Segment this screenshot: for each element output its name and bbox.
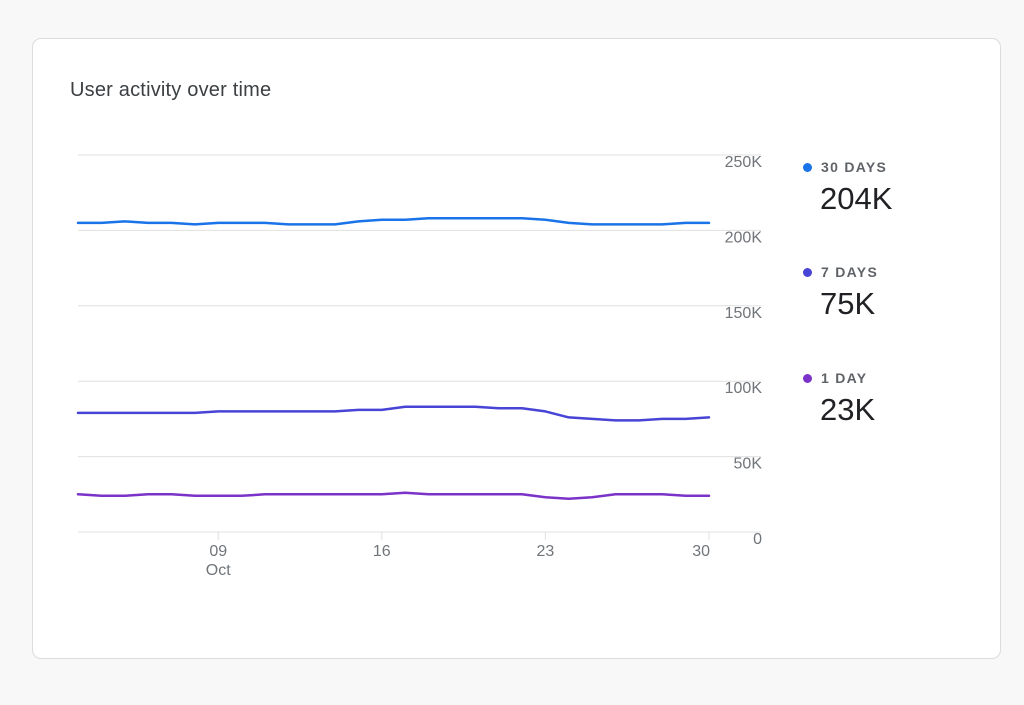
legend-7-days[interactable]: 7 DAYS 75K <box>803 264 878 322</box>
y-tick-label: 200K <box>725 229 763 246</box>
legend-dot-30-days <box>803 162 812 172</box>
series-line-1-day <box>76 491 711 501</box>
series-line-30-days <box>76 217 711 226</box>
x-tick-sublabel: Oct <box>206 562 231 579</box>
legend-dot-1-day <box>803 373 812 383</box>
legend-value-1-day: 23K <box>820 392 876 427</box>
y-tick-label: 100K <box>725 380 763 397</box>
x-tick-label: 16 <box>373 543 391 560</box>
x-axis-ticks: 09 Oct 16 23 30 <box>206 532 710 579</box>
legend-label-7-days: 7 DAYS <box>821 264 879 280</box>
series-lines <box>76 217 711 501</box>
y-tick-label: 150K <box>725 305 763 322</box>
legend-value-30-days: 204K <box>820 181 893 216</box>
x-tick-label: 09 <box>209 543 227 560</box>
card-title: User activity over time <box>70 79 272 101</box>
series-line-7-days <box>76 405 711 422</box>
legend-dot-7-days <box>803 267 812 277</box>
legend-label-1-day: 1 DAY <box>821 370 868 386</box>
legend-value-7-days: 75K <box>820 286 876 321</box>
x-tick-label: 30 <box>692 543 710 560</box>
user-activity-card: User activity over time 0 50K 100K 150K 200K… <box>32 38 1001 659</box>
line-chart: 0 50K 100K 150K 200K 250K 09 Oct 16 23 30 <box>76 154 763 579</box>
legend-1-day[interactable]: 1 DAY 23K <box>803 370 875 428</box>
legend-30-days[interactable]: 30 DAYS 204K <box>803 159 892 217</box>
y-tick-label: 0 <box>753 531 762 548</box>
x-tick-label: 23 <box>537 543 555 560</box>
legend-label-30-days: 30 DAYS <box>821 159 888 175</box>
y-tick-label: 50K <box>734 456 763 473</box>
grid-lines <box>78 154 761 533</box>
y-tick-label: 250K <box>725 154 763 171</box>
y-axis-ticks: 0 50K 100K 150K 200K 250K <box>725 154 763 548</box>
